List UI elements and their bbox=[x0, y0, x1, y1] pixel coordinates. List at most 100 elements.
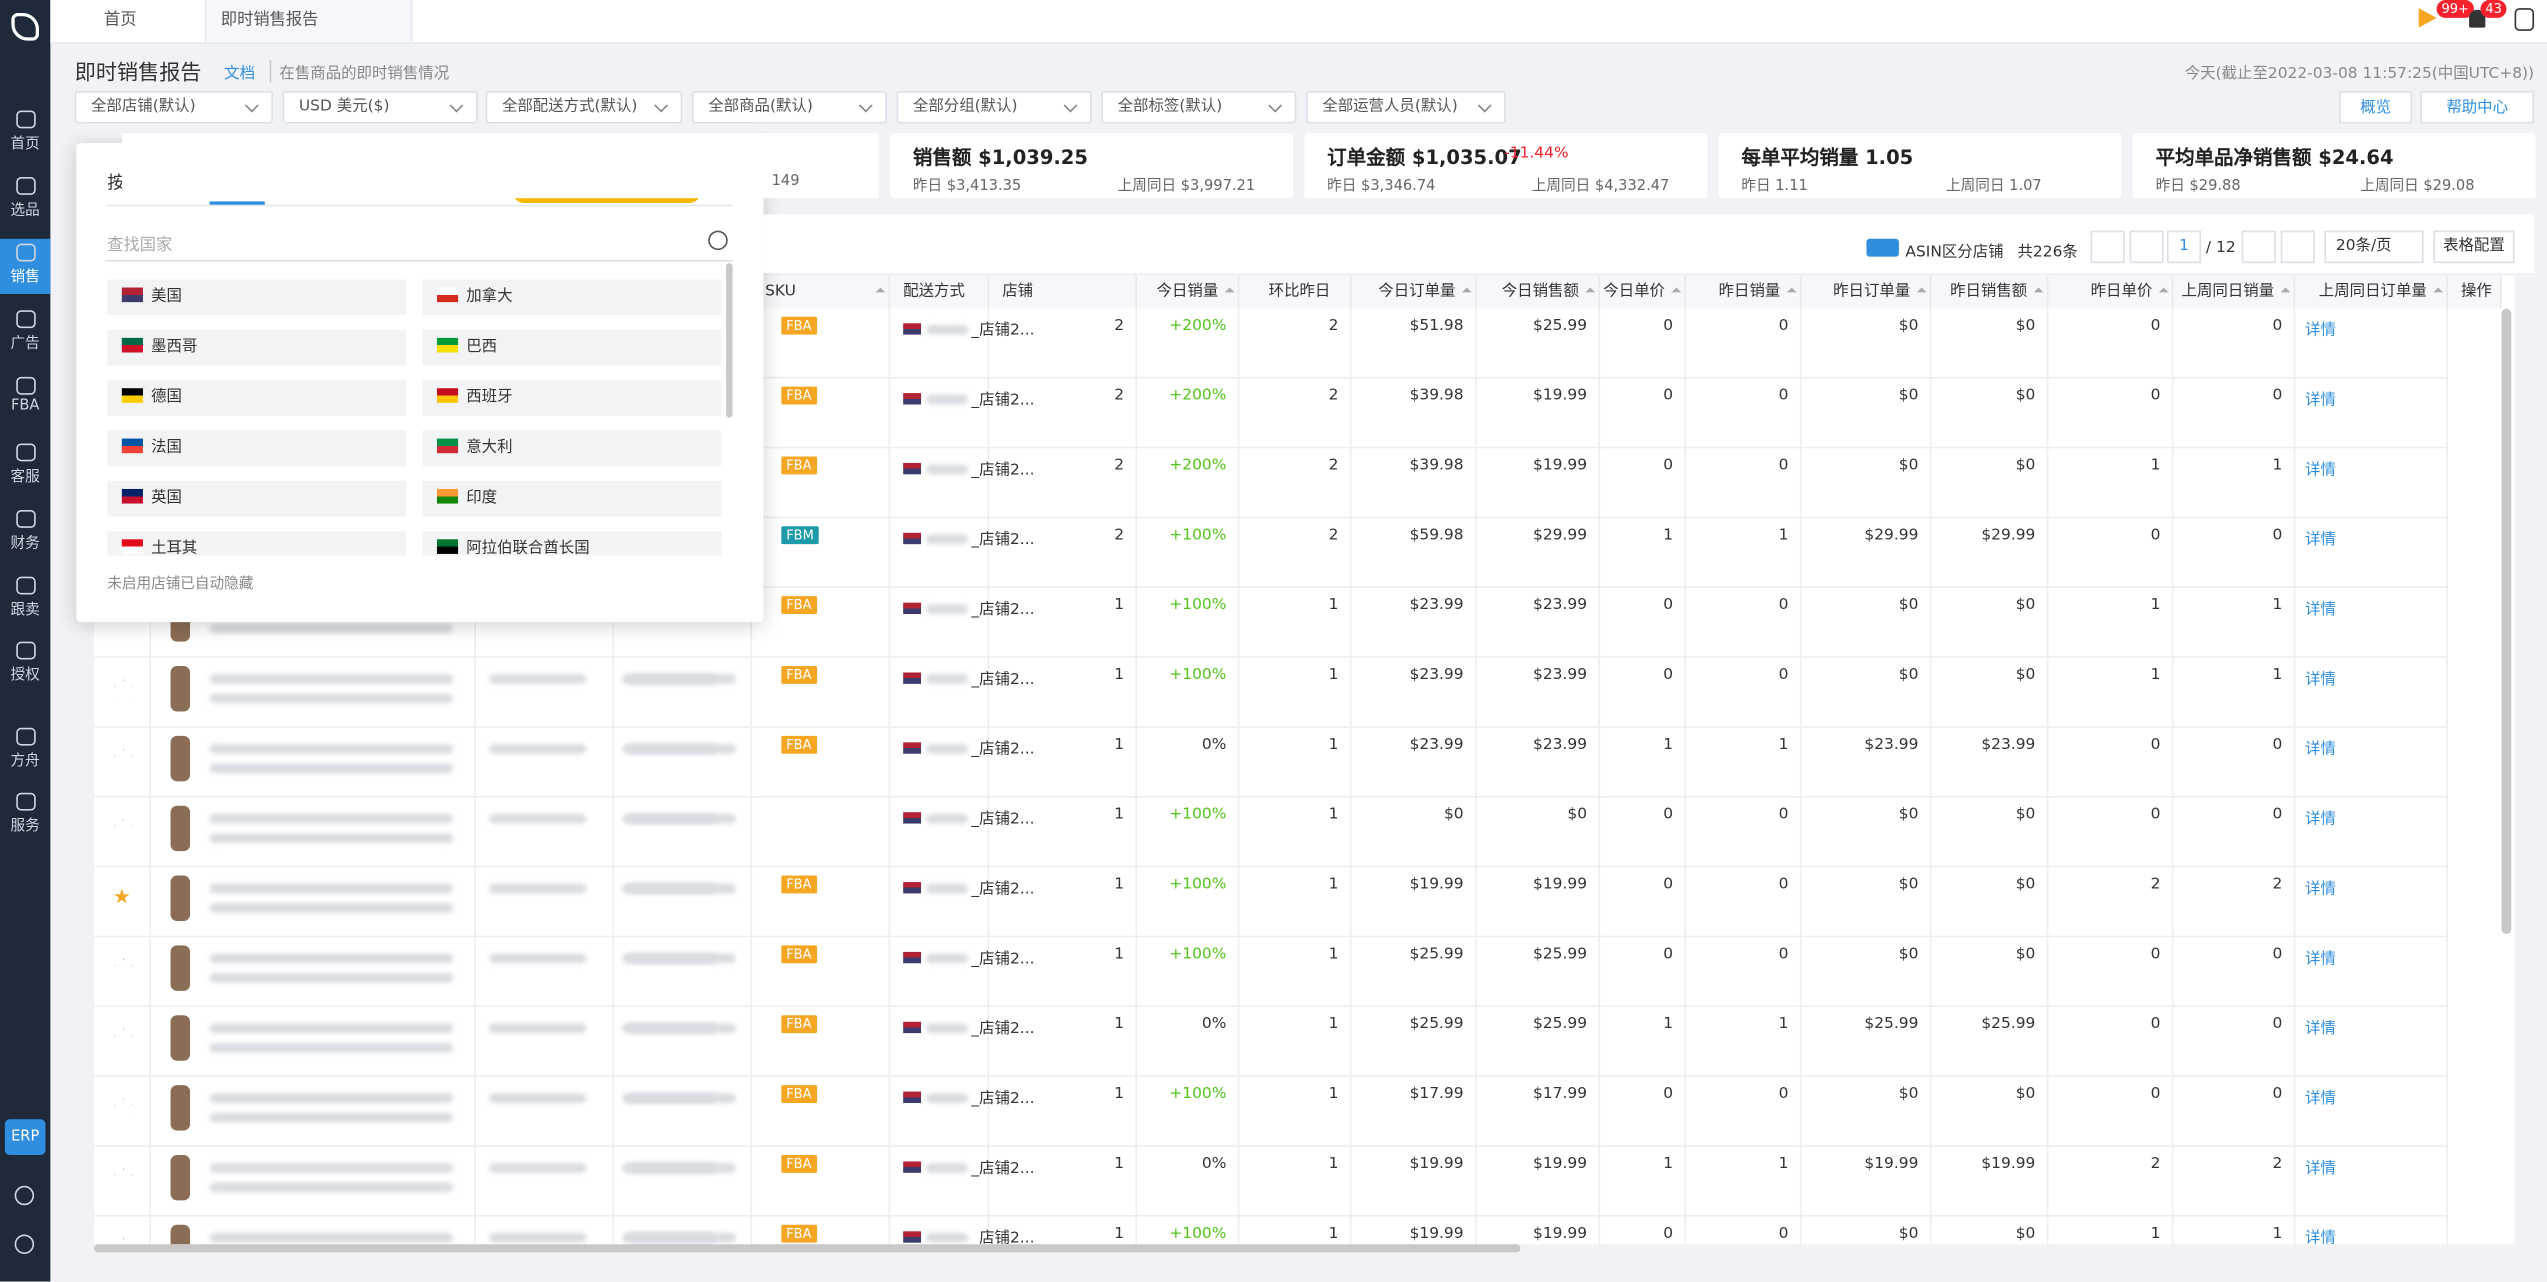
doc-link[interactable]: 文档 bbox=[224, 64, 256, 83]
detail-link[interactable]: 详情 bbox=[2305, 740, 2336, 759]
country-option[interactable]: 美国 bbox=[107, 279, 407, 316]
cell-value: 1 bbox=[1328, 596, 1339, 615]
config-button[interactable]: 表格配置 bbox=[2433, 230, 2515, 264]
help-button[interactable]: 帮助中心 bbox=[2420, 90, 2535, 124]
detail-link[interactable]: 详情 bbox=[2305, 601, 2336, 619]
per-page[interactable]: 20条/页 bbox=[2324, 230, 2424, 264]
cell: $0 bbox=[1801, 797, 1932, 868]
tab-label[interactable]: 首页 bbox=[103, 11, 137, 30]
flag-icon[interactable] bbox=[2418, 8, 2437, 28]
tab-active[interactable] bbox=[206, 0, 413, 43]
toggle[interactable] bbox=[1866, 238, 1899, 257]
filter-select[interactable]: 全部配送方式(默认) bbox=[485, 90, 683, 124]
page-button[interactable] bbox=[2280, 230, 2315, 264]
nav-item[interactable]: 服务 bbox=[0, 788, 50, 843]
detail-link[interactable]: 详情 bbox=[2305, 531, 2336, 550]
detail-link[interactable]: 详情 bbox=[2305, 950, 2336, 969]
nav-item[interactable]: 销售 bbox=[0, 238, 51, 295]
detail-link[interactable]: 详情 bbox=[2305, 670, 2336, 689]
page-button[interactable] bbox=[2241, 230, 2276, 264]
cell: 详情 bbox=[2295, 1146, 2448, 1217]
tab-label[interactable]: 即时销售报告 bbox=[220, 11, 319, 30]
nav-item[interactable]: FBA bbox=[0, 372, 50, 427]
cell-value: 1 bbox=[1778, 1154, 1789, 1173]
filter-select[interactable]: 全部分组(默认) bbox=[896, 90, 1092, 124]
detail-link[interactable]: 详情 bbox=[2305, 461, 2336, 480]
overview-button[interactable]: 概览 bbox=[2339, 90, 2413, 124]
country-option[interactable]: 印度 bbox=[422, 480, 722, 517]
country-option[interactable]: 意大利 bbox=[422, 430, 722, 467]
cell: $0 bbox=[1931, 1076, 2049, 1147]
cell: 2 bbox=[1239, 448, 1352, 519]
tab[interactable] bbox=[50, 0, 207, 43]
sort-icon bbox=[875, 287, 886, 293]
nav-item[interactable]: 财务 bbox=[0, 505, 50, 560]
detail-link[interactable]: 详情 bbox=[2305, 880, 2336, 899]
cell-value: $19.99 bbox=[1409, 1154, 1464, 1173]
country-option[interactable]: 阿拉伯联合酋长国 bbox=[422, 531, 722, 556]
nav-item[interactable]: 客服 bbox=[0, 439, 50, 494]
filter-select[interactable]: 全部店铺(默认) bbox=[74, 90, 273, 124]
page-button[interactable] bbox=[2090, 230, 2125, 264]
detail-link[interactable]: 详情 bbox=[2305, 391, 2336, 410]
detail-link[interactable]: 详情 bbox=[2305, 1159, 2336, 1178]
nav-item[interactable]: 授权 bbox=[0, 637, 50, 692]
star[interactable] bbox=[114, 818, 133, 837]
search-icon[interactable] bbox=[708, 230, 728, 251]
cell: +200% bbox=[1137, 378, 1240, 449]
star[interactable] bbox=[114, 748, 133, 767]
blurred-text bbox=[209, 883, 454, 894]
cell: 0% bbox=[1137, 727, 1240, 798]
avatar[interactable] bbox=[2514, 8, 2535, 31]
star[interactable] bbox=[114, 888, 130, 904]
detail-link[interactable]: 详情 bbox=[2305, 1020, 2336, 1038]
star[interactable] bbox=[114, 1098, 133, 1116]
cell: 1 bbox=[989, 1076, 1138, 1147]
cell-value: 1 bbox=[1663, 735, 1674, 754]
country-option[interactable]: 德国 bbox=[107, 380, 407, 416]
nav-item[interactable]: 方舟 bbox=[0, 723, 50, 778]
cell-value: $0 bbox=[2015, 596, 2036, 615]
erp-button[interactable]: ERP bbox=[4, 1119, 46, 1155]
side-icon[interactable] bbox=[14, 1234, 35, 1255]
star[interactable] bbox=[114, 1028, 133, 1046]
side-icon[interactable] bbox=[14, 1185, 35, 1206]
country-option[interactable]: 土耳其 bbox=[107, 531, 407, 556]
filter-select[interactable]: 全部标签(默认) bbox=[1101, 90, 1297, 124]
star[interactable] bbox=[114, 678, 133, 697]
star[interactable] bbox=[114, 1167, 133, 1186]
nav-item[interactable]: 广告 bbox=[0, 305, 50, 360]
detail-link[interactable]: 详情 bbox=[2305, 810, 2336, 829]
filter-select[interactable]: 全部运营人员(默认) bbox=[1306, 90, 1506, 124]
cell-value: 2 bbox=[1328, 386, 1339, 405]
detail-link[interactable]: 详情 bbox=[2305, 321, 2336, 340]
cell: 2 bbox=[2048, 1146, 2174, 1217]
filter-select[interactable]: 全部商品(默认) bbox=[691, 90, 887, 124]
cell bbox=[614, 937, 753, 1008]
country-option[interactable]: 加拿大 bbox=[422, 279, 722, 316]
list-scrollbar bbox=[726, 263, 733, 418]
country-option[interactable]: 法国 bbox=[107, 430, 407, 467]
star[interactable] bbox=[114, 958, 133, 977]
page-input[interactable]: 1 bbox=[2166, 230, 2202, 264]
cell: $0 bbox=[1931, 937, 2049, 1008]
cell-value: $39.98 bbox=[1409, 386, 1464, 405]
country-option[interactable]: 墨西哥 bbox=[107, 329, 407, 366]
nav-item[interactable]: 首页 bbox=[0, 106, 50, 161]
detail-link[interactable]: 详情 bbox=[2305, 1089, 2336, 1108]
page-button[interactable] bbox=[2129, 230, 2164, 264]
cell: $0 bbox=[1931, 448, 2049, 519]
nav-item[interactable]: 跟卖 bbox=[0, 572, 50, 627]
cell-value: 1 bbox=[1328, 1015, 1339, 1034]
filter-select[interactable]: USD 美元($) bbox=[282, 90, 478, 124]
country-name: 美国 bbox=[151, 287, 182, 306]
country-option[interactable]: 英国 bbox=[107, 480, 407, 517]
blurred-text bbox=[622, 883, 736, 894]
detail-link[interactable]: 详情 bbox=[2305, 1229, 2336, 1245]
country-option[interactable]: 巴西 bbox=[422, 329, 722, 366]
cell-value: 2 bbox=[2272, 1154, 2283, 1173]
nav-item[interactable]: 选品 bbox=[0, 172, 50, 227]
search-placeholder[interactable]: 查找国家 bbox=[107, 237, 173, 256]
country-option[interactable]: 西班牙 bbox=[422, 380, 722, 416]
card-lastweek: 上周同日 1.07 bbox=[1946, 178, 2042, 195]
